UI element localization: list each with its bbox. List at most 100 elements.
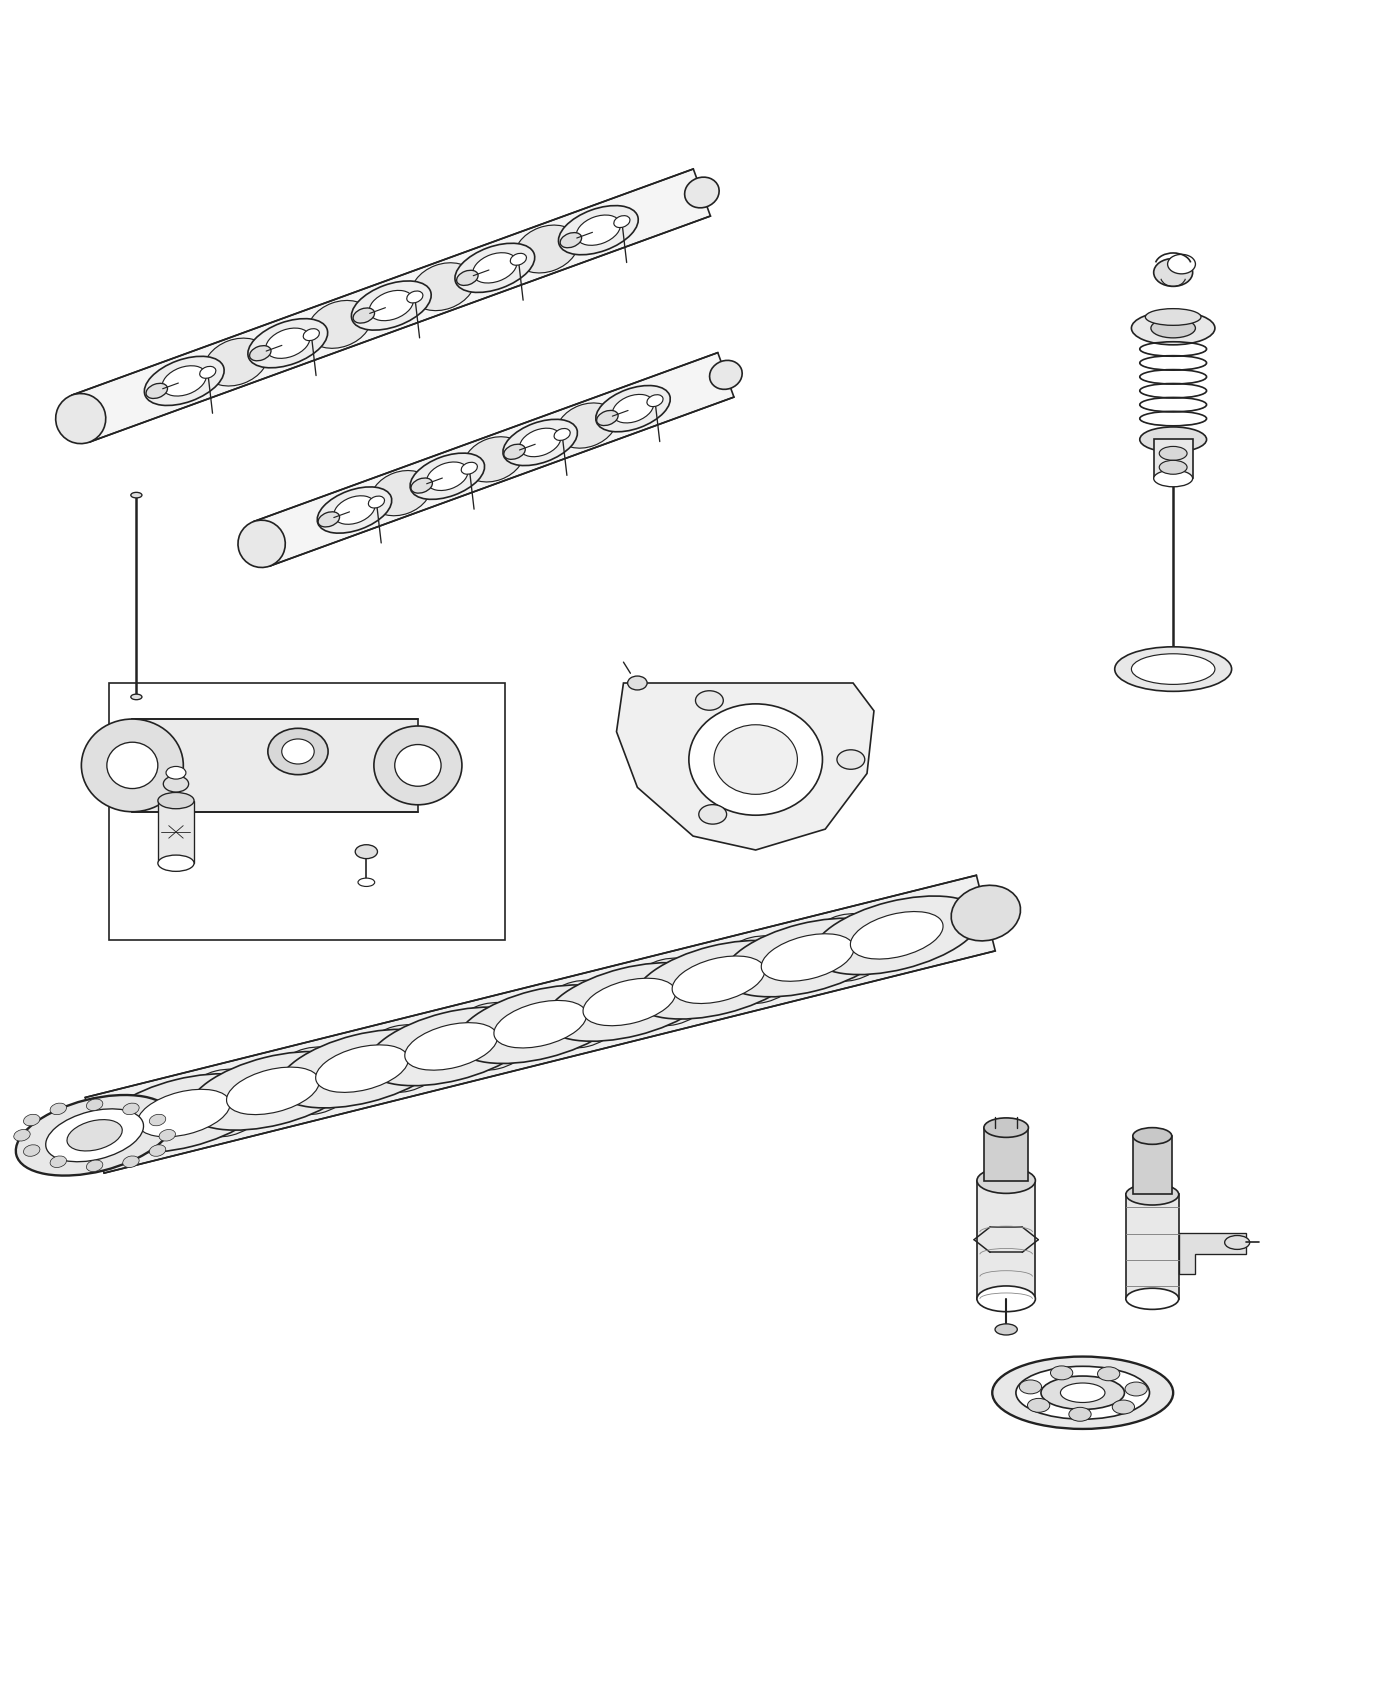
- Ellipse shape: [710, 360, 742, 389]
- Ellipse shape: [67, 1120, 122, 1151]
- Ellipse shape: [308, 301, 371, 348]
- Polygon shape: [1179, 1232, 1246, 1275]
- Ellipse shape: [596, 386, 671, 432]
- Ellipse shape: [50, 1103, 67, 1115]
- Ellipse shape: [685, 177, 720, 207]
- Bar: [158, 801, 195, 864]
- Ellipse shape: [461, 462, 477, 474]
- Ellipse shape: [318, 512, 340, 527]
- Ellipse shape: [1126, 1183, 1179, 1205]
- Ellipse shape: [1126, 1289, 1179, 1309]
- Bar: [977, 1180, 1036, 1299]
- Ellipse shape: [410, 454, 484, 500]
- Ellipse shape: [1159, 461, 1187, 474]
- Ellipse shape: [536, 981, 624, 1049]
- Ellipse shape: [277, 1030, 447, 1108]
- Ellipse shape: [951, 886, 1021, 940]
- Ellipse shape: [200, 367, 216, 379]
- Ellipse shape: [1151, 318, 1196, 338]
- Ellipse shape: [160, 1129, 175, 1141]
- Ellipse shape: [427, 462, 468, 491]
- Ellipse shape: [850, 911, 944, 959]
- Ellipse shape: [1042, 1375, 1124, 1409]
- Ellipse shape: [1114, 646, 1232, 692]
- Ellipse shape: [333, 496, 375, 524]
- Ellipse shape: [353, 308, 375, 323]
- Ellipse shape: [1126, 1382, 1147, 1396]
- Ellipse shape: [1060, 1384, 1105, 1402]
- Ellipse shape: [351, 280, 431, 330]
- Ellipse shape: [456, 984, 624, 1064]
- Ellipse shape: [447, 1003, 535, 1071]
- Ellipse shape: [724, 918, 892, 996]
- Polygon shape: [73, 168, 710, 442]
- Ellipse shape: [1098, 1367, 1120, 1380]
- Ellipse shape: [1016, 1367, 1149, 1420]
- Ellipse shape: [1154, 258, 1193, 286]
- Ellipse shape: [557, 403, 616, 449]
- Ellipse shape: [1168, 255, 1196, 274]
- Ellipse shape: [137, 1090, 230, 1137]
- Ellipse shape: [1019, 1380, 1042, 1394]
- Ellipse shape: [130, 493, 141, 498]
- Ellipse shape: [315, 1046, 409, 1093]
- Bar: [1126, 1195, 1179, 1299]
- Ellipse shape: [977, 1168, 1036, 1193]
- Ellipse shape: [545, 962, 714, 1040]
- Ellipse shape: [1133, 1127, 1172, 1144]
- Ellipse shape: [510, 253, 526, 265]
- Polygon shape: [616, 683, 874, 850]
- Ellipse shape: [123, 1156, 139, 1168]
- Ellipse shape: [267, 728, 328, 775]
- Ellipse shape: [367, 1006, 535, 1086]
- Ellipse shape: [356, 845, 378, 858]
- Ellipse shape: [647, 394, 664, 406]
- Ellipse shape: [804, 913, 892, 981]
- Ellipse shape: [463, 437, 524, 483]
- Ellipse shape: [456, 270, 477, 286]
- Ellipse shape: [494, 1000, 587, 1047]
- Ellipse shape: [714, 935, 802, 1003]
- Ellipse shape: [146, 382, 168, 398]
- Ellipse shape: [87, 1098, 102, 1110]
- Bar: [984, 1127, 1029, 1180]
- Ellipse shape: [87, 1159, 102, 1171]
- Ellipse shape: [150, 1144, 165, 1156]
- Ellipse shape: [612, 394, 654, 423]
- Ellipse shape: [613, 216, 630, 228]
- Ellipse shape: [559, 206, 638, 255]
- Ellipse shape: [238, 520, 286, 568]
- Ellipse shape: [24, 1144, 41, 1156]
- Ellipse shape: [672, 955, 764, 1003]
- Ellipse shape: [627, 677, 647, 690]
- Ellipse shape: [984, 1119, 1029, 1137]
- Ellipse shape: [1131, 311, 1215, 345]
- Ellipse shape: [714, 724, 798, 794]
- Ellipse shape: [395, 745, 441, 785]
- Ellipse shape: [162, 366, 206, 396]
- Ellipse shape: [689, 704, 822, 816]
- Ellipse shape: [358, 879, 375, 886]
- Ellipse shape: [837, 750, 865, 770]
- Ellipse shape: [812, 896, 981, 974]
- Ellipse shape: [407, 291, 423, 303]
- Ellipse shape: [1145, 309, 1201, 325]
- Ellipse shape: [318, 486, 392, 534]
- Ellipse shape: [106, 743, 158, 789]
- Ellipse shape: [554, 428, 570, 440]
- Ellipse shape: [248, 318, 328, 367]
- Ellipse shape: [304, 328, 319, 340]
- Ellipse shape: [371, 471, 431, 515]
- Ellipse shape: [1225, 1236, 1250, 1249]
- Ellipse shape: [696, 690, 724, 711]
- Ellipse shape: [1112, 1401, 1134, 1414]
- Polygon shape: [85, 876, 995, 1173]
- Ellipse shape: [158, 792, 195, 809]
- Bar: [109, 683, 505, 940]
- Ellipse shape: [503, 420, 577, 466]
- Ellipse shape: [56, 393, 106, 444]
- Ellipse shape: [269, 1047, 357, 1115]
- Ellipse shape: [560, 233, 581, 248]
- Ellipse shape: [14, 1129, 31, 1141]
- Ellipse shape: [1028, 1399, 1050, 1413]
